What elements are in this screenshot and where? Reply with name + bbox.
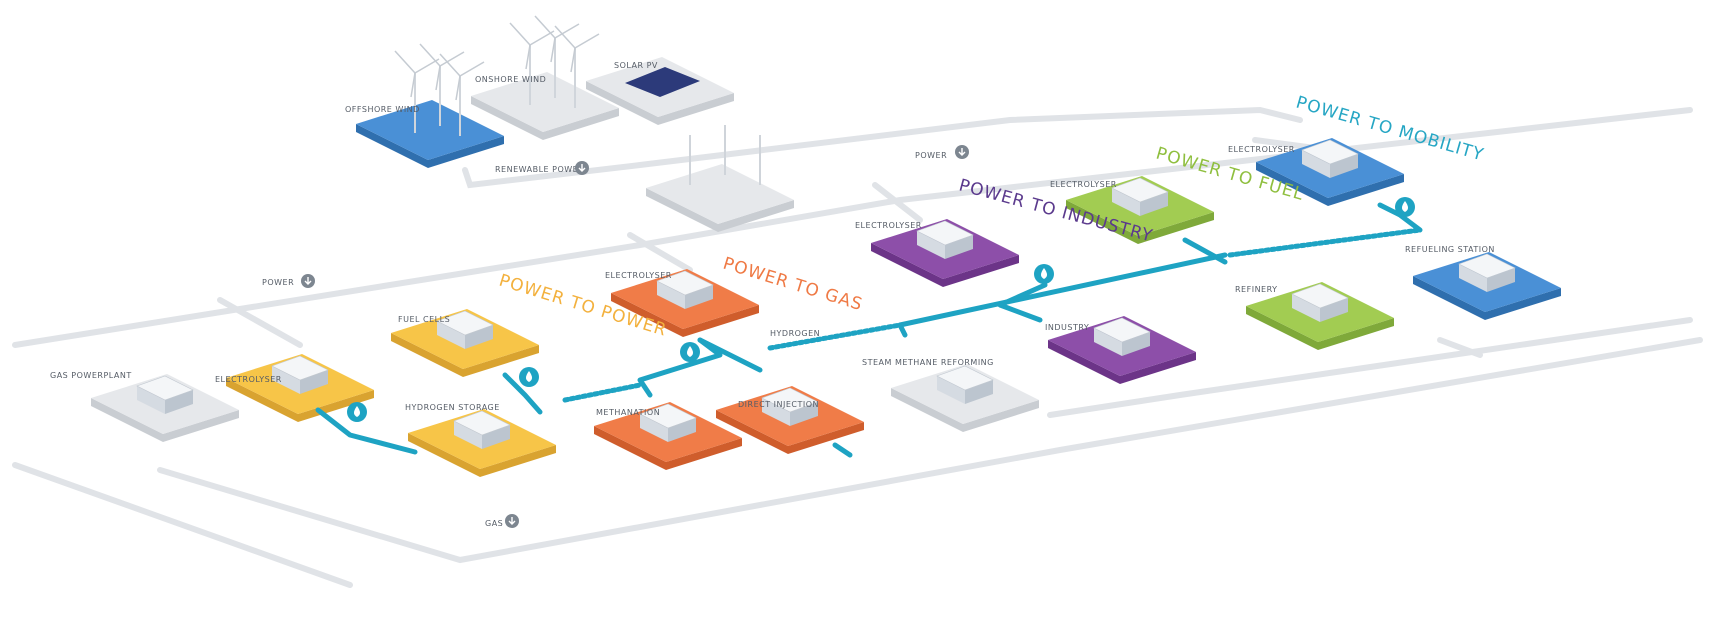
road — [160, 340, 1700, 560]
flow-label: POWER — [262, 278, 294, 287]
turbine-blade — [535, 16, 555, 38]
node-label: OFFSHORE WIND — [345, 105, 420, 114]
road — [15, 465, 350, 585]
node-label: DIRECT INJECTION — [738, 400, 819, 409]
node-label: REFINERY — [1235, 285, 1278, 294]
pipe — [835, 445, 850, 455]
node-label: REFUELING STATION — [1405, 245, 1495, 254]
node-label: ELECTROLYSER — [1050, 180, 1117, 189]
pipe-dashed — [565, 385, 640, 400]
turbine-blade — [395, 51, 415, 73]
turbine-blade — [420, 44, 440, 66]
node-label: ONSHORE WIND — [475, 75, 546, 84]
node-label: FUEL CELLS — [398, 315, 450, 324]
pipe-dashed — [1230, 230, 1420, 255]
turbine-blade — [575, 34, 599, 48]
pipe — [640, 340, 720, 395]
pipe — [700, 340, 760, 370]
platforms — [91, 16, 1561, 477]
node-label: INDUSTRY — [1045, 323, 1089, 332]
pipe — [1000, 285, 1045, 320]
node-label: ELECTROLYSER — [215, 375, 282, 384]
flow-label: RENEWABLE POWER — [495, 165, 584, 174]
flow-label: POWER — [915, 151, 947, 160]
roads — [15, 110, 1700, 585]
turbine-blade — [460, 62, 484, 76]
node-label: ELECTROLYSER — [1228, 145, 1295, 154]
node-label: STEAM METHANE REFORMING — [862, 358, 994, 367]
node-label: HYDROGEN STORAGE — [405, 403, 500, 412]
node-label: METHANATION — [596, 408, 660, 417]
flow-label: GAS — [485, 519, 503, 528]
diagram: OFFSHORE WIND ONSHORE WIND SOLAR PV GAS POW… — [0, 0, 1731, 632]
pipe — [318, 410, 415, 452]
node-label: ELECTROLYSER — [605, 271, 672, 280]
node-label: SOLAR PV — [614, 61, 658, 70]
node-label: ELECTROLYSER — [855, 221, 922, 230]
labels: OFFSHORE WIND ONSHORE WIND SOLAR PV GAS POW… — [50, 61, 1495, 528]
node-label: GAS POWERPLANT — [50, 371, 132, 380]
turbine-blade — [510, 23, 530, 45]
flow-label: HYDROGEN — [770, 329, 820, 338]
